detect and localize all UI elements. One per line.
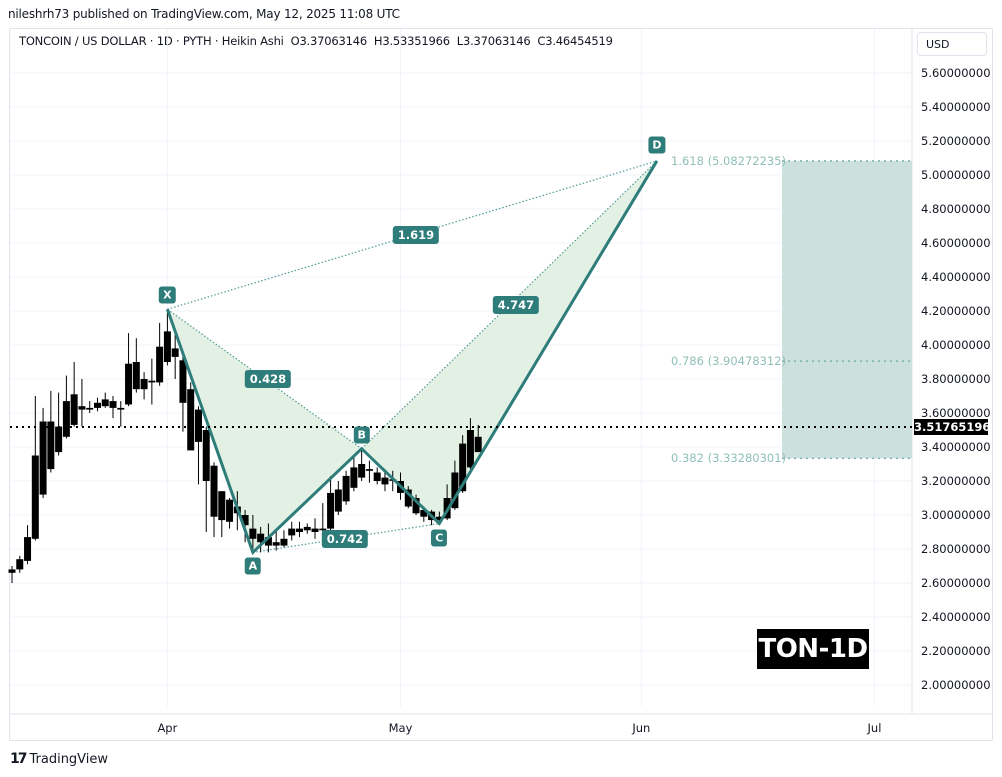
- price-tick-label: 5.60000000: [921, 66, 991, 80]
- overlay-lines: [10, 160, 912, 556]
- harmonic-pattern: [167, 160, 658, 553]
- ratio-label-xb: 0.428: [244, 370, 292, 388]
- ohlc-high: H3.53351966: [373, 34, 450, 48]
- time-tick-label: Jun: [632, 721, 651, 735]
- price-tick-label: 4.80000000: [921, 202, 991, 216]
- price-tick-label: 4.60000000: [921, 236, 991, 250]
- pattern-point-d: D: [648, 136, 666, 154]
- price-tick-label: 2.40000000: [921, 610, 991, 624]
- fib-level-label: 1.618 (5.08272235): [671, 153, 787, 168]
- price-tick-label: 5.40000000: [921, 100, 991, 114]
- price-tick-label: 2.20000000: [921, 644, 991, 658]
- time-tick-label: May: [388, 721, 413, 735]
- ratio-label-bd: 4.747: [492, 296, 540, 314]
- price-tick-label: 2.60000000: [921, 576, 991, 590]
- price-tick-label: 3.60000000: [921, 406, 991, 420]
- fib-level-label: 0.786 (3.90478312): [671, 354, 787, 369]
- footer-branding[interactable]: 17 TradingView: [10, 751, 108, 767]
- time-tick-label: Jul: [867, 721, 882, 735]
- price-tick-label: 5.20000000: [921, 134, 991, 148]
- chart-frame: [9, 28, 993, 741]
- ohlc-low: L3.37063146: [456, 34, 531, 48]
- price-tick-label: 3.80000000: [921, 372, 991, 386]
- price-tick-label: 3.20000000: [921, 474, 991, 488]
- fib-level-label: 0.382 (3.33280301): [671, 451, 787, 466]
- ratio-label-xd: 1.619: [392, 226, 440, 244]
- pattern-point-c: C: [431, 529, 448, 546]
- currency-button[interactable]: USD: [917, 32, 987, 56]
- price-tick-label: 3.40000000: [921, 440, 991, 454]
- price-tick-label: 2.80000000: [921, 542, 991, 556]
- target-zone: [782, 160, 912, 460]
- price-tick-label: 4.20000000: [921, 304, 991, 318]
- tradingview-logo-icon: 17: [10, 751, 28, 767]
- tradingview-brand: TradingView: [29, 751, 109, 767]
- candlesticks: [8, 309, 482, 583]
- ohlc-close: C3.46454519: [537, 34, 613, 48]
- symbol-title: TONCOIN / US DOLLAR · 1D · PYTH · Heikin…: [19, 34, 284, 48]
- published-header: nileshrh73 published on TradingView.com,…: [8, 7, 400, 21]
- price-tick-label: 5.00000000: [921, 168, 991, 182]
- pattern-point-b: B: [353, 426, 370, 444]
- symbol-legend: TONCOIN / US DOLLAR · 1D · PYTH · Heikin…: [19, 34, 613, 48]
- price-tick-label: 2.00000000: [921, 678, 991, 692]
- price-tick-label: 4.00000000: [921, 338, 991, 352]
- time-tick-label: Apr: [157, 721, 178, 735]
- ratio-label-ac: 0.742: [321, 530, 369, 548]
- price-tick-label: 3.00000000: [921, 508, 991, 522]
- price-tick-label: 4.40000000: [921, 270, 991, 284]
- ticker-badge: TON-1D: [757, 629, 869, 669]
- current-price-tag: 3.51765196: [914, 418, 991, 435]
- ohlc-open: O3.37063146: [290, 34, 368, 48]
- pattern-point-x: X: [159, 286, 176, 304]
- pattern-point-a: A: [244, 557, 262, 575]
